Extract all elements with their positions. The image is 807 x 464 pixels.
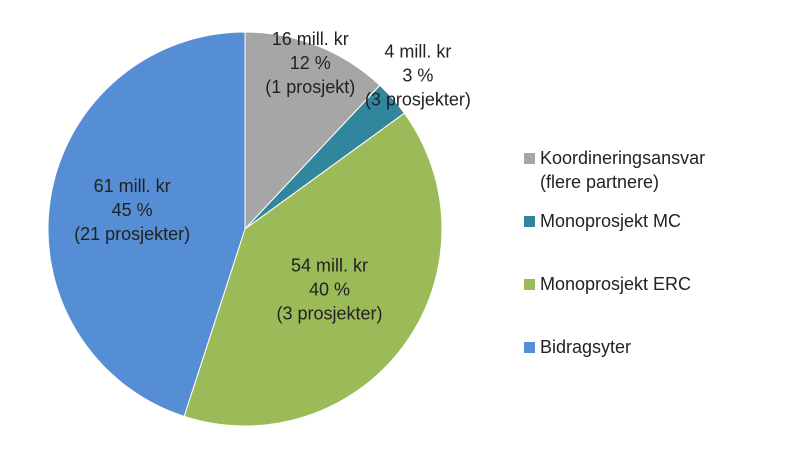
data-label-line: 61 mill. kr [94, 176, 171, 196]
legend-swatch [524, 153, 535, 164]
data-label: 61 mill. kr 45 % (21 prosjekter) [74, 176, 190, 244]
legend-item: Koordineringsansvar (flere partnere) [524, 146, 764, 209]
legend-swatch [524, 279, 535, 290]
data-label-line: (21 prosjekter) [74, 224, 190, 244]
data-label-line: (1 prosjekt) [265, 77, 355, 97]
data-label: 16 mill. kr 12 % (1 prosjekt) [265, 29, 355, 97]
legend-item: Bidragsyter [524, 335, 764, 398]
data-label-line: 12 % [290, 53, 331, 73]
legend-label: Monoprosjekt MC [540, 211, 682, 231]
data-label-line: 3 % [402, 65, 433, 85]
pie-slice [47, 31, 246, 417]
legend-swatch [524, 342, 535, 353]
data-label-line: 54 mill. kr [291, 255, 368, 275]
legend-label: Bidragsyter [540, 337, 632, 357]
data-label-line: 40 % [309, 279, 350, 299]
legend-label: Koordineringsansvar (flere partnere) [540, 148, 706, 192]
data-label-line: 4 mill. kr [384, 41, 451, 61]
data-label: 4 mill. kr 3 % (3 prosjekter) [365, 41, 471, 109]
legend-item: Monoprosjekt ERC [524, 272, 764, 335]
data-label-line: (3 prosjekter) [365, 89, 471, 109]
data-label-line: 45 % [112, 200, 153, 220]
data-label-line: 16 mill. kr [272, 29, 349, 49]
pie-slice [244, 31, 381, 231]
legend-swatch [524, 216, 535, 227]
legend-label: Monoprosjekt ERC [540, 274, 692, 294]
pie-slice [183, 112, 443, 427]
legend-item: Monoprosjekt MC [524, 209, 764, 272]
legend: Koordineringsansvar (flere partnere) Mono… [524, 146, 764, 398]
data-label-line: (3 prosjekter) [276, 303, 382, 323]
data-label: 54 mill. kr 40 % (3 prosjekter) [276, 255, 382, 323]
